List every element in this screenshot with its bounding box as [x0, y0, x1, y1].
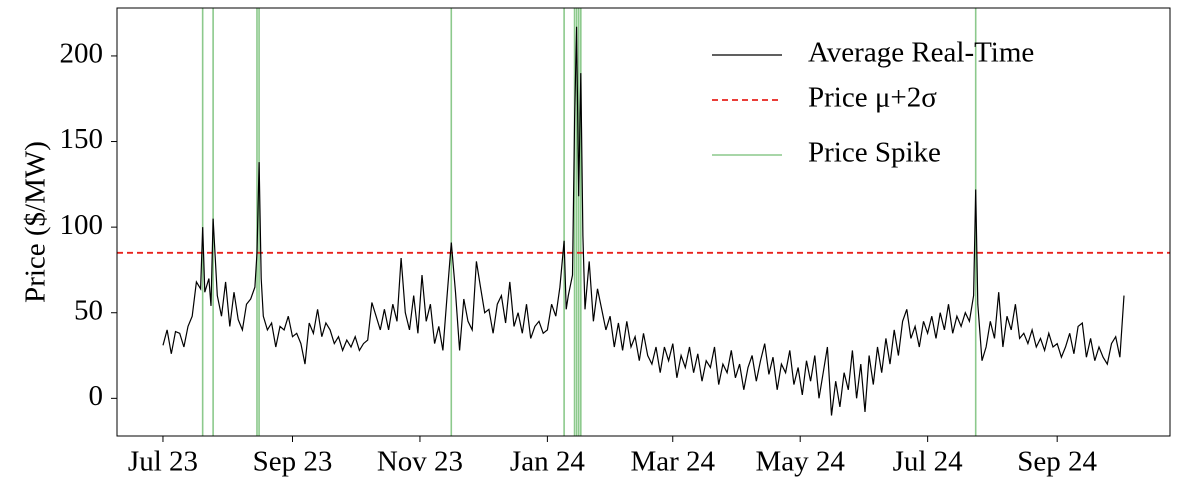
- legend-label: Price Spike: [808, 137, 941, 169]
- legend-label: Price μ+2σ: [808, 82, 937, 114]
- x-tick-label: Jul 24: [893, 446, 964, 478]
- data-line: [162, 26, 1125, 416]
- y-tick-label: 200: [60, 38, 104, 70]
- y-tick-label: 100: [60, 209, 104, 241]
- y-tick-label: 0: [89, 380, 104, 412]
- x-tick-label: Jul 23: [128, 446, 198, 478]
- x-tick-label: Jan 24: [510, 446, 585, 478]
- x-tick-label: Mar 24: [630, 446, 715, 478]
- y-tick-label: 50: [74, 294, 103, 326]
- plot-frame: [116, 7, 1171, 437]
- legend-label: Average Real-Time: [808, 37, 1034, 69]
- y-tick-label: 150: [60, 123, 104, 155]
- x-tick-label: Nov 23: [377, 446, 463, 478]
- x-tick-label: Sep 24: [1017, 446, 1097, 478]
- x-tick-label: Sep 23: [253, 446, 333, 478]
- x-tick-label: May 24: [755, 446, 845, 478]
- y-axis-label: Price ($/MW): [20, 141, 52, 303]
